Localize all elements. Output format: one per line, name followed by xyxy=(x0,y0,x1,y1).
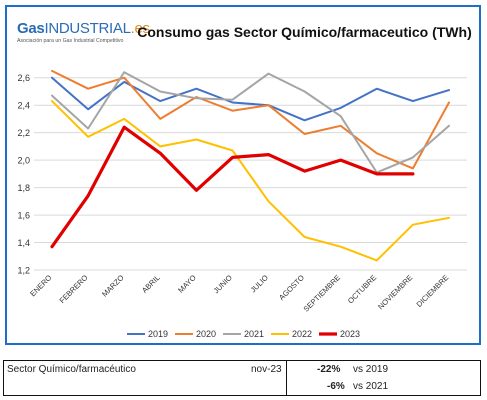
series-line-2019 xyxy=(51,76,450,122)
x-tick-label: AGOSTO xyxy=(277,273,306,302)
summary-sector: Sector Químico/farmacéutico xyxy=(7,364,136,375)
series-line-2021 xyxy=(51,71,450,174)
summary-row2-text: vs 2021 xyxy=(353,381,389,392)
gasindustrial-logo: GasINDUSTRIAL.es Asociación para un Gas … xyxy=(17,20,150,55)
logo-es: .es xyxy=(130,20,150,37)
logo-tagline: Asociación para un Gas Industrial Compet… xyxy=(17,38,124,44)
line-chart: 1,2 1,4 1,6 1,8 2,0 2,2 2,4 2,6 ENERO FEBRERO MARZ… xyxy=(17,69,467,339)
logo-gas: Gas xyxy=(17,20,45,37)
legend-label: 2019 xyxy=(148,329,168,339)
y-tick-label: 1,4 xyxy=(17,238,30,248)
x-tick-label: OCTUBRE xyxy=(346,273,378,305)
summary-row1-value: -22% xyxy=(317,364,341,375)
x-tick-label: NOVIEMBRE xyxy=(376,273,414,311)
summary-period: nov-23 xyxy=(251,364,282,375)
x-tick-label: ENERO xyxy=(28,273,53,298)
summary-table: Sector Químico/farmacéutico nov-23 -22% … xyxy=(3,360,481,396)
series-line-2023 xyxy=(50,125,415,249)
summary-row1-text: vs 2019 xyxy=(353,364,389,375)
chart-frame: GasINDUSTRIAL.es Asociación para un Gas … xyxy=(5,5,481,345)
summary-divider xyxy=(286,361,287,395)
y-tick-label: 2,4 xyxy=(17,101,30,111)
series-line-2022 xyxy=(51,100,450,262)
y-tick-label: 1,8 xyxy=(17,183,30,193)
y-tick-label: 2,6 xyxy=(17,73,30,83)
logo-brand: GasINDUSTRIAL.es xyxy=(17,20,150,37)
x-tick-label: JULIO xyxy=(249,273,271,295)
x-tick-label: FEBRERO xyxy=(58,273,90,305)
legend-label: 2022 xyxy=(292,329,312,339)
logo-industrial: INDUSTRIAL xyxy=(44,20,131,37)
legend-label: 2023 xyxy=(340,329,360,339)
series-line-2020 xyxy=(51,69,450,170)
y-tick-label: 2,2 xyxy=(17,128,30,138)
x-tick-label: MARZO xyxy=(100,273,126,299)
legend-label: 2020 xyxy=(196,329,216,339)
chart-title: Consumo gas Sector Químico/farmaceutico … xyxy=(137,24,472,40)
x-tick-label: DICIEMBRE xyxy=(415,273,451,309)
y-tick-label: 2,0 xyxy=(17,156,30,166)
x-tick-label: JUNIO xyxy=(212,273,234,295)
y-tick-label: 1,6 xyxy=(17,211,30,221)
x-tick-label: SEPTIEMBRE xyxy=(302,273,343,314)
summary-row2-value: -6% xyxy=(327,381,345,392)
x-tick-label: MAYO xyxy=(176,273,198,295)
y-tick-label: 1,2 xyxy=(17,266,30,276)
x-tick-label: ABRIL xyxy=(140,273,162,295)
legend-label: 2021 xyxy=(244,329,264,339)
